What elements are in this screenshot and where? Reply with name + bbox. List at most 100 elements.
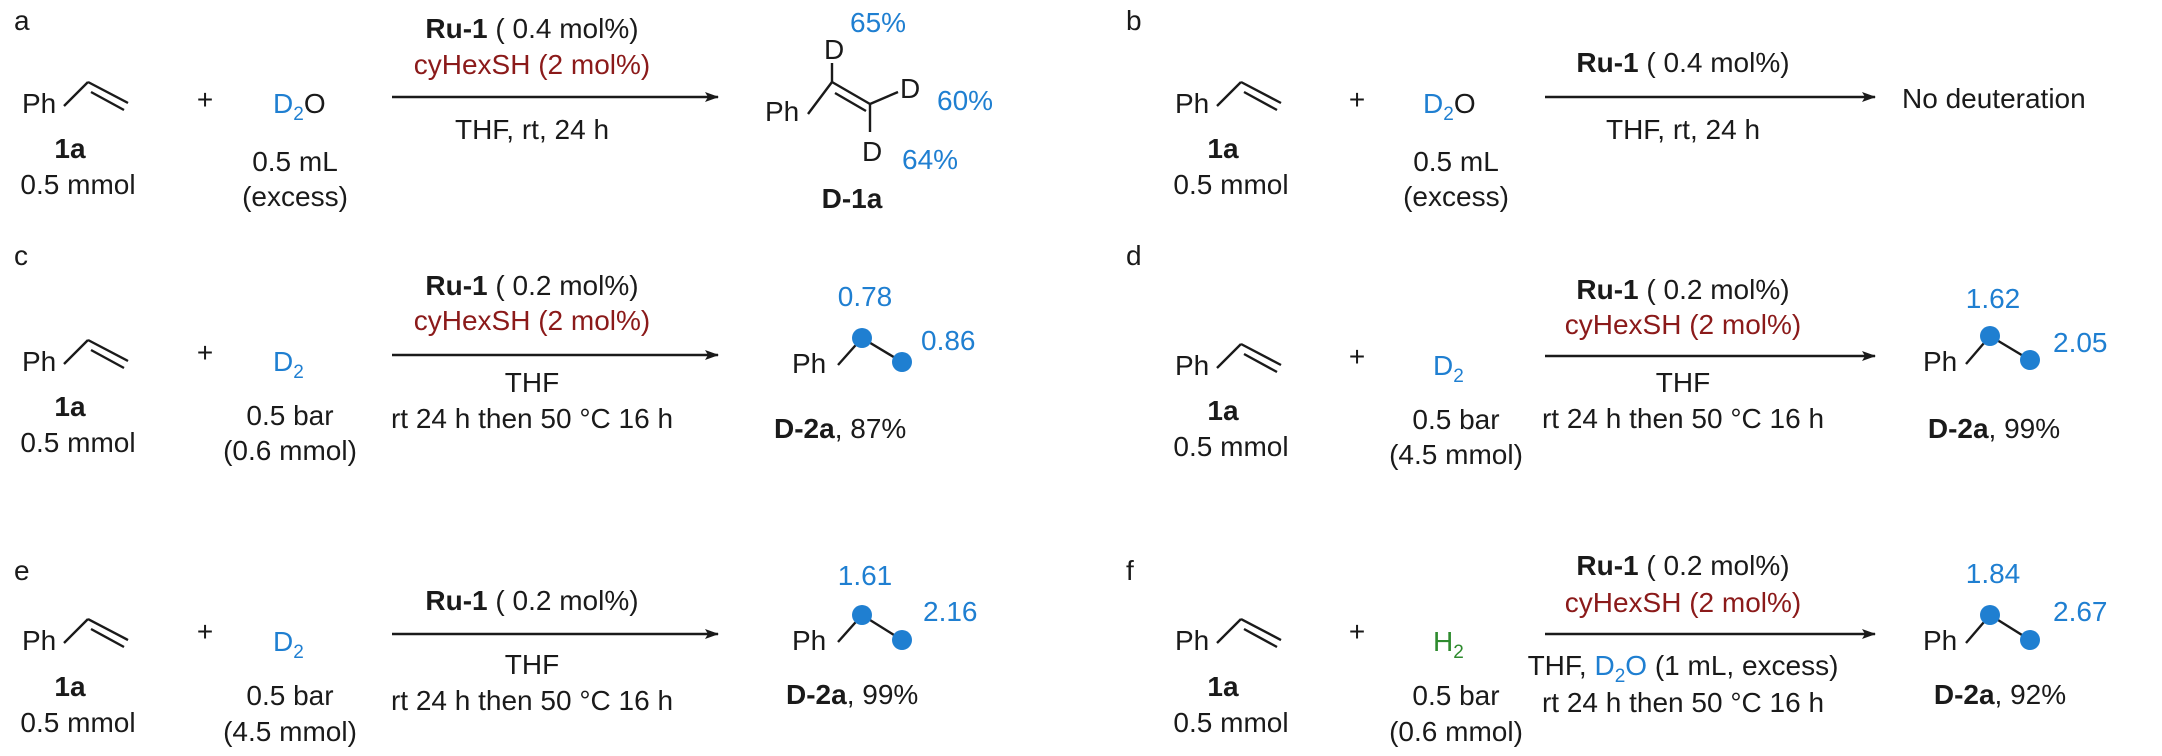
reagent-amount: 0.5 mL (1413, 146, 1499, 177)
labeled-carbon-dot (1980, 326, 2000, 346)
reagent-note: (0.6 mmol) (223, 435, 357, 466)
deuterium-content: 0.86 (921, 325, 976, 356)
conditions: rt 24 h then 50 °C 16 h (1542, 687, 1824, 718)
deuteration-percent: 60% (937, 85, 993, 116)
product-ph-label: Ph (1923, 346, 1957, 377)
deuteration-percent: 64% (902, 144, 958, 175)
compound-amount: 0.5 mmol (1173, 431, 1288, 462)
ph-label: Ph (1175, 88, 1209, 119)
panel-letter: c (14, 240, 28, 271)
panel-a: a Ph 1a 0.5 mmol + D2O 0.5 mL (excess) R… (14, 5, 993, 214)
result-text: No deuteration (1902, 83, 2086, 114)
labeled-carbon-dot (852, 328, 872, 348)
conditions: rt 24 h then 50 °C 16 h (391, 685, 673, 716)
deuterium-content: 0.78 (838, 281, 893, 312)
product-label: D-2a, 92% (1934, 679, 2066, 710)
reagent-note: (excess) (1403, 181, 1509, 212)
panel-e: e Ph 1a 0.5 mmol + D2 0.5 bar (4.5 mmol)… (14, 555, 978, 747)
cocatalyst: cyHexSH (2 mol%) (1565, 587, 1801, 618)
compound-amount: 0.5 mmol (20, 427, 135, 458)
compound-label: 1a (1207, 395, 1239, 426)
ph-label: Ph (22, 88, 56, 119)
compound-amount: 0.5 mmol (20, 169, 135, 200)
deuterated-styrene-structure (807, 63, 899, 132)
plus-sign: + (1349, 341, 1365, 372)
conditions: THF, rt, 24 h (1606, 114, 1760, 145)
product-ph-label: Ph (792, 625, 826, 656)
reagent-amount: 0.5 bar (1412, 680, 1499, 711)
labeled-carbon-dot (892, 630, 912, 650)
panel-letter: d (1126, 240, 1142, 271)
panel-letter: f (1126, 555, 1134, 586)
catalyst: Ru-1 ( 0.4 mol%) (1576, 47, 1789, 78)
reagent-d2o: D2O (273, 88, 326, 125)
product-ph-label: Ph (765, 96, 799, 127)
reagent-h2: H2 (1433, 626, 1464, 663)
deuteration-percent: 65% (850, 7, 906, 38)
catalyst: Ru-1 ( 0.2 mol%) (425, 585, 638, 616)
product-label: D-2a, 99% (786, 679, 918, 710)
compound-amount: 0.5 mmol (20, 707, 135, 738)
plus-sign: + (1349, 84, 1365, 115)
panel-letter: e (14, 555, 30, 586)
conditions: rt 24 h then 50 °C 16 h (391, 403, 673, 434)
catalyst: Ru-1 ( 0.2 mol%) (425, 270, 638, 301)
labeled-carbon-dot (892, 352, 912, 372)
product-ph-label: Ph (792, 348, 826, 379)
ph-label: Ph (22, 625, 56, 656)
labeled-carbon-dot (852, 605, 872, 625)
panel-letter: b (1126, 5, 1142, 36)
conditions: THF, D2O (1 mL, excess) (1528, 650, 1839, 687)
reagent-note: (4.5 mmol) (1389, 439, 1523, 470)
compound-label: 1a (54, 671, 86, 702)
styrene-structure (1216, 80, 1282, 112)
conditions: THF (505, 367, 559, 398)
plus-sign: + (197, 84, 213, 115)
deuterium-content: 1.61 (838, 560, 893, 591)
ph-label: Ph (1175, 350, 1209, 381)
labeled-carbon-dot (2020, 630, 2040, 650)
compound-label: 1a (1207, 133, 1239, 164)
conditions: THF (1656, 367, 1710, 398)
reagent-amount: 0.5 bar (246, 680, 333, 711)
deuterium-label: D (900, 73, 920, 104)
plus-sign: + (197, 337, 213, 368)
styrene-structure (63, 80, 129, 112)
ph-label: Ph (22, 346, 56, 377)
plus-sign: + (1349, 616, 1365, 647)
reagent-d2: D2 (273, 346, 304, 383)
deuterium-label: D (862, 136, 882, 167)
panel-d: d Ph 1a 0.5 mmol + D2 0.5 bar (4.5 mmol)… (1126, 240, 2108, 470)
cocatalyst: cyHexSH (2 mol%) (1565, 309, 1801, 340)
compound-amount: 0.5 mmol (1173, 169, 1288, 200)
reagent-d2: D2 (273, 626, 304, 663)
conditions: THF (505, 649, 559, 680)
plus-sign: + (197, 616, 213, 647)
compound-label: 1a (54, 133, 86, 164)
panel-b: b Ph 1a 0.5 mmol + D2O 0.5 mL (excess) R… (1126, 5, 2086, 212)
compound-label: 1a (1207, 671, 1239, 702)
deuterium-content: 2.16 (923, 596, 978, 627)
ph-label: Ph (1175, 625, 1209, 656)
reagent-note: (4.5 mmol) (223, 716, 357, 747)
product-label: D-2a, 87% (774, 413, 906, 444)
deuterium-content: 2.67 (2053, 596, 2108, 627)
styrene-structure (63, 338, 129, 370)
product-label: D-1a (822, 183, 883, 214)
deuterium-content: 1.62 (1966, 283, 2021, 314)
catalyst: Ru-1 ( 0.4 mol%) (425, 13, 638, 44)
panel-f: f Ph 1a 0.5 mmol + H2 0.5 bar (0.6 mmol)… (1126, 550, 2108, 747)
reagent-amount: 0.5 mL (252, 146, 338, 177)
reagent-amount: 0.5 bar (1412, 404, 1499, 435)
conditions: rt 24 h then 50 °C 16 h (1542, 403, 1824, 434)
deuterium-content: 1.84 (1966, 558, 2021, 589)
cocatalyst: cyHexSH (2 mol%) (414, 305, 650, 336)
conditions: THF, rt, 24 h (455, 114, 609, 145)
panel-letter: a (14, 5, 30, 36)
reagent-d2: D2 (1433, 350, 1464, 387)
catalyst: Ru-1 ( 0.2 mol%) (1576, 550, 1789, 581)
product-ph-label: Ph (1923, 625, 1957, 656)
panel-c: c Ph 1a 0.5 mmol + D2 0.5 bar (0.6 mmol)… (14, 240, 976, 466)
reagent-d2o: D2O (1423, 88, 1476, 125)
